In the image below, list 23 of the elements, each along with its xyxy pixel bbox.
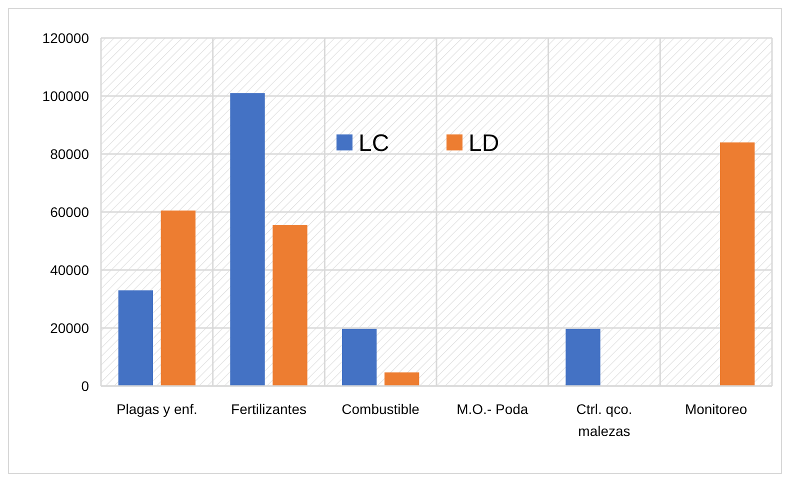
y-tick-label: 0 [81,378,90,394]
x-tick-label: Combustible [342,401,420,417]
bar [160,210,196,386]
x-tick-label: Ctrl. qco. malezas [576,401,632,439]
y-tick-label: 60000 [50,204,90,220]
legend-label: LD [468,130,500,157]
y-tick-label: 100000 [42,88,90,104]
y-tick-label: 120000 [42,30,90,46]
bar [230,93,265,386]
bar [384,372,420,386]
bar [720,142,755,386]
bar [118,290,153,386]
bar [342,328,377,386]
x-tick-label: M.O.- Poda [456,401,528,417]
x-tick-label: Monitoreo [684,401,748,417]
bar [272,225,308,386]
x-tick-label: Plagas y enf. [116,401,198,417]
x-tick-label: Fertilizantes [231,401,306,417]
bar [566,328,600,386]
legend-label: LC [358,130,390,157]
y-tick-label: 40000 [50,262,90,278]
y-tick-label: 20000 [50,320,90,336]
y-tick-label: 80000 [50,146,90,162]
